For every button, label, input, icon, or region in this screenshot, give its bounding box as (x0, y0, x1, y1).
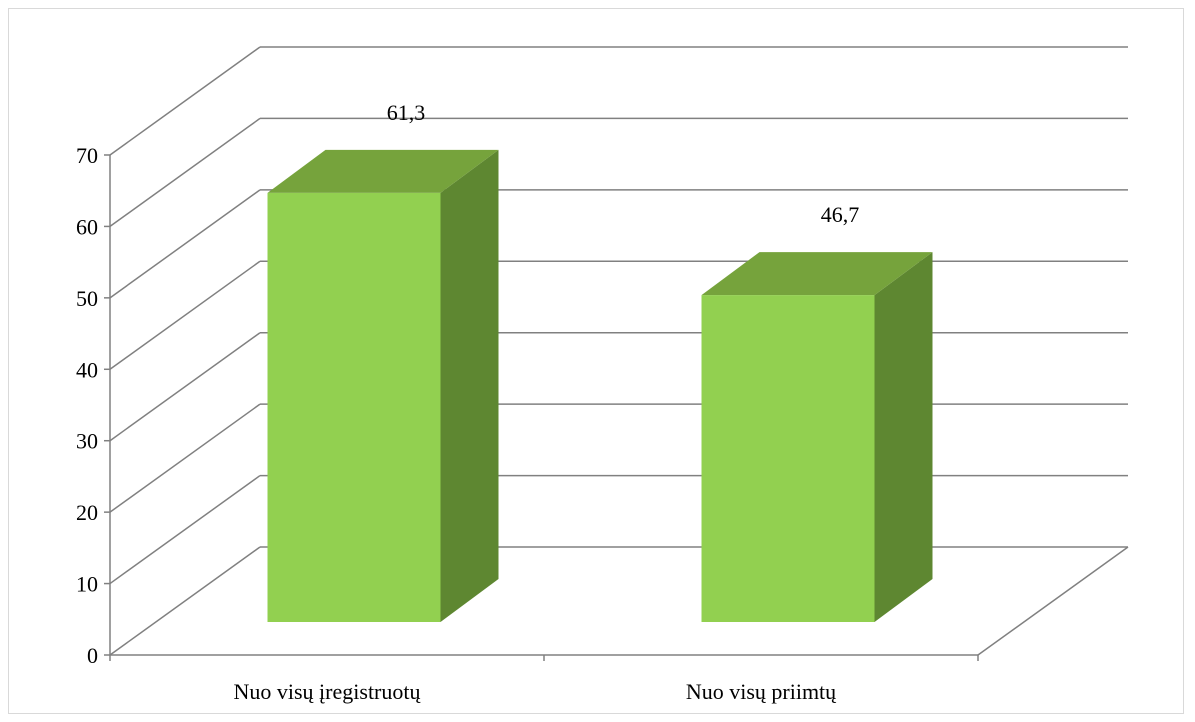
data-label: 61,3 (387, 100, 426, 125)
bar-2 (701, 252, 933, 622)
bars-layer (267, 149, 933, 622)
y-tick-label: 20 (76, 500, 98, 525)
bar-top-face (701, 252, 933, 296)
grid-layer (109, 46, 1128, 656)
floor-right-edge (977, 546, 1129, 656)
gridline-diagonal (109, 46, 261, 156)
bar-top-face (267, 149, 499, 193)
y-tick-label: 40 (76, 357, 98, 382)
x-category-label: Nuo visų priimtų (686, 679, 837, 704)
gridline-diagonal (109, 117, 261, 228)
chart-frame (8, 8, 1184, 714)
gridline-diagonal (109, 474, 261, 585)
y-tick-label: 50 (76, 286, 98, 311)
labels-layer: 0 10 20 30 40 50 60 70 61,3 Nuo visų įregistruotų… (76, 100, 859, 704)
y-tick-label: 30 (76, 429, 98, 454)
x-category-label: Nuo visų įregistruotų (234, 679, 422, 704)
bar-front-face (267, 192, 441, 622)
bar-1 (267, 149, 499, 622)
bar-front-face (701, 295, 875, 622)
gridline-diagonal (109, 260, 261, 370)
y-tick-label: 0 (87, 643, 98, 668)
axis-layer (104, 154, 1129, 661)
bar-side-face (874, 252, 933, 622)
gridline-diagonal (109, 332, 261, 442)
gridline-diagonal (109, 546, 261, 656)
data-label: 46,7 (821, 202, 860, 227)
gridline-diagonal (109, 189, 261, 299)
y-tick-label: 70 (76, 143, 98, 168)
bar-side-face (440, 149, 499, 622)
y-tick-label: 60 (76, 214, 98, 239)
gridline-diagonal (109, 403, 261, 513)
y-tick-label: 10 (76, 572, 98, 597)
